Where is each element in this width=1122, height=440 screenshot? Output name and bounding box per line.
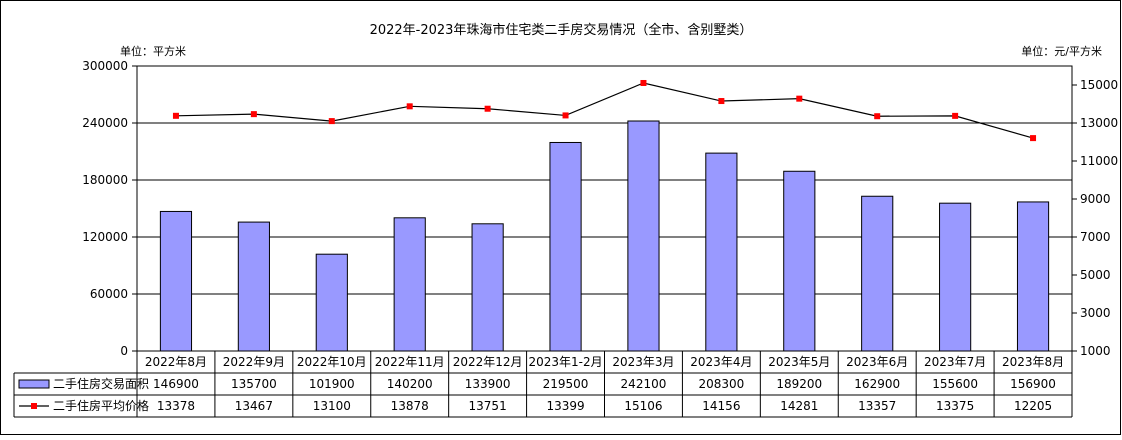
table-value: 14156 — [702, 399, 740, 413]
left-tick-label: 120000 — [82, 230, 128, 244]
table-value: 135700 — [231, 377, 277, 391]
data-table: 2022年8月 2022年9月 2022年10月 2022年11月 2022年12月 20… — [13, 350, 1073, 418]
table-value: 189200 — [776, 377, 822, 391]
price-point-6 — [562, 112, 569, 119]
right-tick-label: 9000 — [1080, 192, 1111, 206]
table-value: 162900 — [854, 377, 900, 391]
table-value: 156900 — [1010, 377, 1056, 391]
table-value: 13375 — [936, 399, 974, 413]
category-label: 2023年3月 — [612, 355, 674, 369]
right-tick-label: 3000 — [1080, 306, 1111, 320]
right-tick-label: 5000 — [1080, 268, 1111, 282]
right-tick-label: 11000 — [1080, 154, 1118, 168]
price-point-3 — [328, 118, 335, 125]
left-tick-label: 180000 — [82, 173, 128, 187]
category-label: 2022年12月 — [453, 355, 523, 369]
price-point-8 — [718, 98, 725, 105]
bar-area-7 — [627, 120, 660, 352]
legend-label: 二手住房交易面积 — [53, 376, 149, 391]
category-label: 2022年9月 — [223, 355, 285, 369]
bar-area-3 — [315, 253, 348, 352]
category-label: 2023年5月 — [768, 355, 830, 369]
legend-bar-swatch — [18, 379, 50, 389]
left-tick-label: 240000 — [82, 116, 128, 130]
category-label: 2023年6月 — [846, 355, 908, 369]
price-point-1 — [172, 112, 179, 119]
category-label: 2023年7月 — [924, 355, 986, 369]
category-label: 2023年1-2月 — [528, 355, 602, 369]
plot-area — [136, 65, 1073, 352]
table-value: 13378 — [157, 399, 195, 413]
right-tick-label: 15000 — [1080, 78, 1118, 92]
price-line — [175, 82, 1034, 139]
left-tick-label: 60000 — [90, 287, 128, 301]
left-tick-label: 0 — [120, 344, 128, 358]
chart-title: 2022年-2023年珠海市住宅类二手房交易情况（全市、含别墅类） — [370, 22, 753, 38]
price-point-7 — [640, 79, 647, 86]
table-value: 13467 — [235, 399, 273, 413]
price-point-2 — [250, 111, 257, 118]
left-axis-unit: 单位：平方米 — [120, 44, 186, 58]
bar-area-5 — [471, 223, 504, 352]
table-value: 133900 — [465, 377, 511, 391]
table-value: 13357 — [858, 399, 896, 413]
bar-area-4 — [393, 217, 426, 352]
legend-label: 二手住房平均价格 — [53, 398, 149, 413]
category-label: 2023年4月 — [690, 355, 752, 369]
table-value: 219500 — [543, 377, 589, 391]
table-value: 155600 — [932, 377, 978, 391]
bar-area-9 — [783, 170, 816, 352]
bar-area-8 — [705, 152, 738, 352]
category-label: 2022年10月 — [297, 355, 367, 369]
right-axis-unit: 单位：元/平方米 — [1021, 44, 1102, 58]
legend-line-marker — [31, 403, 37, 409]
right-tick-label: 13000 — [1080, 116, 1118, 130]
price-point-12 — [1030, 135, 1037, 142]
right-tick-label: 7000 — [1080, 230, 1111, 244]
category-label: 2022年8月 — [145, 355, 207, 369]
category-label: 2023年8月 — [1002, 355, 1064, 369]
table-value: 14281 — [780, 399, 818, 413]
table-value: 208300 — [698, 377, 744, 391]
bar-area-10 — [861, 195, 894, 352]
table-value: 242100 — [621, 377, 667, 391]
price-point-10 — [874, 113, 881, 120]
price-point-5 — [484, 105, 491, 112]
left-tick-label: 300000 — [82, 59, 128, 73]
axes: 0 60000 120000 180000 240000 300000 1000 3000 50… — [82, 59, 1118, 358]
bar-area-6 — [549, 141, 582, 352]
table-value: 140200 — [387, 377, 433, 391]
price-point-9 — [796, 95, 803, 102]
price-point-4 — [406, 103, 413, 110]
gridlines — [136, 65, 1073, 352]
bar-area-12 — [1016, 201, 1050, 352]
bar-series — [159, 120, 1050, 352]
table-value: 13751 — [469, 399, 507, 413]
category-label: 2022年11月 — [375, 355, 445, 369]
table-value: 146900 — [153, 377, 199, 391]
price-point-11 — [952, 112, 959, 119]
table-value: 12205 — [1014, 399, 1052, 413]
table-value: 101900 — [309, 377, 355, 391]
right-tick-label: 1000 — [1080, 344, 1111, 358]
table-value: 13399 — [546, 399, 584, 413]
bar-area-2 — [237, 221, 270, 352]
bar-area-11 — [939, 202, 972, 352]
table-value: 13878 — [391, 399, 429, 413]
line-series — [172, 79, 1037, 142]
table-value: 13100 — [313, 399, 351, 413]
bar-area-1 — [159, 210, 193, 352]
table-value: 15106 — [624, 399, 662, 413]
